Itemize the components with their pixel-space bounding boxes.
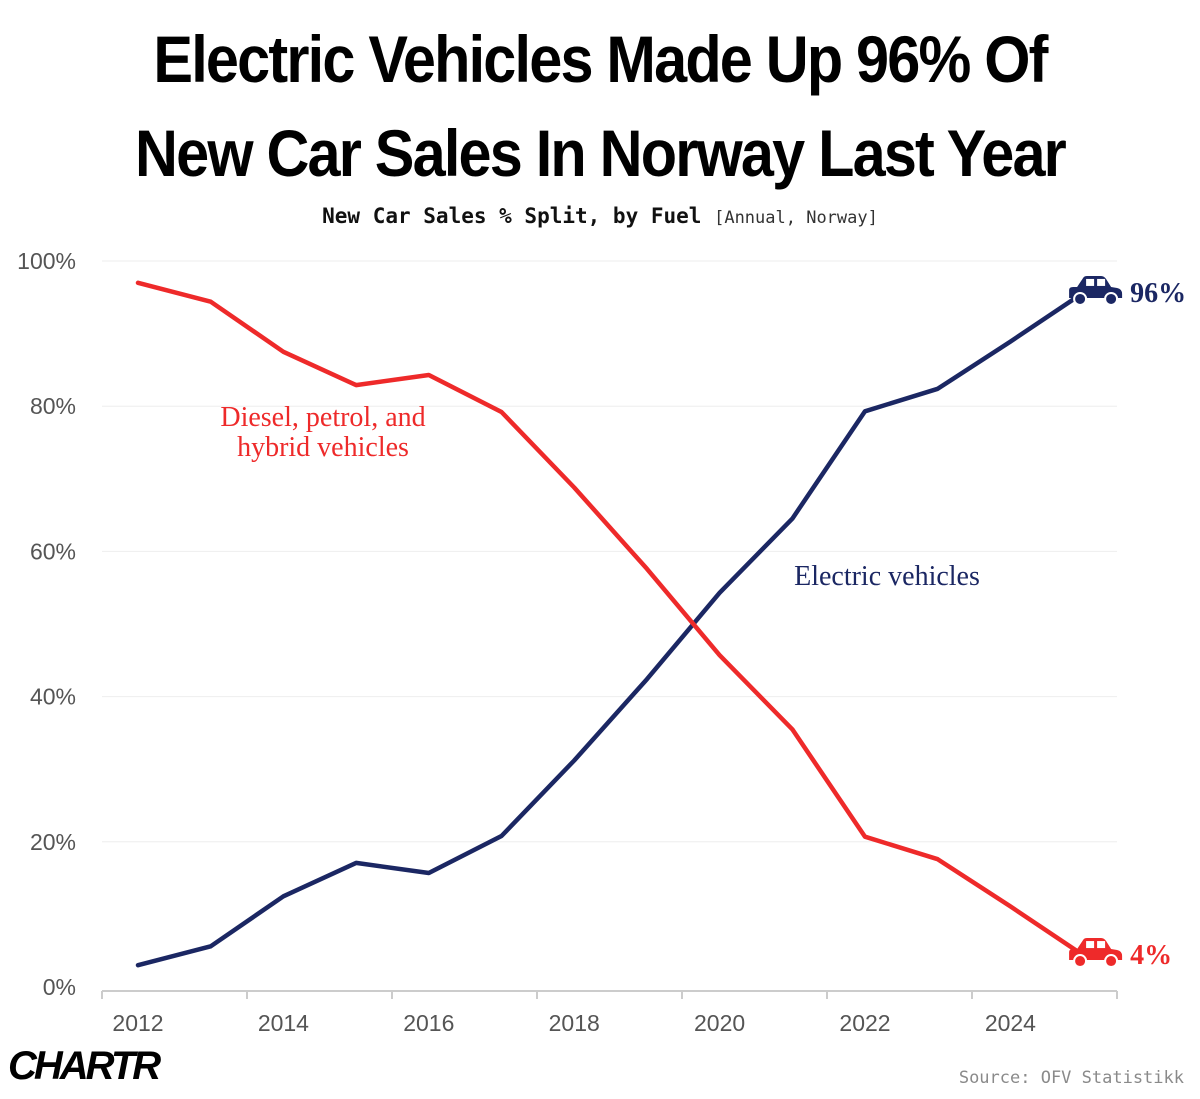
car-icon bbox=[1069, 275, 1123, 306]
grid-layer bbox=[102, 260, 1117, 843]
x-tick-label: 2016 bbox=[403, 1010, 454, 1036]
chart-subtitle: New Car Sales % Split, by Fuel [Annual, … bbox=[0, 204, 1200, 228]
car-wheel bbox=[1104, 954, 1119, 969]
car-window bbox=[1097, 278, 1106, 286]
series-layer bbox=[135, 280, 1086, 968]
car-icon bbox=[1069, 938, 1123, 969]
y-tick-label: 0% bbox=[43, 974, 76, 1000]
fossil-series-label-line-2: hybrid vehicles bbox=[237, 432, 409, 463]
car-wheel bbox=[1073, 291, 1088, 306]
fossil-series-label: Diesel, petrol, and bbox=[220, 402, 425, 433]
car-wheel bbox=[1104, 291, 1119, 306]
x-tick-label: 2018 bbox=[549, 1010, 600, 1036]
subtitle-main: New Car Sales % Split, by Fuel bbox=[322, 204, 702, 228]
y-tick-label: 80% bbox=[30, 393, 76, 419]
x-tick-label: 2022 bbox=[839, 1010, 890, 1036]
source-note: Source: OFV Statistikk bbox=[958, 1068, 1184, 1088]
car-window bbox=[1086, 278, 1095, 286]
chart-title-line-1: Electric Vehicles Made Up 96% Of bbox=[153, 22, 1048, 96]
electric-vehicles-line bbox=[135, 290, 1086, 968]
x-tick-label: 2024 bbox=[985, 1010, 1036, 1036]
y-tick-label: 40% bbox=[30, 684, 76, 710]
x-tick-label: 2012 bbox=[112, 1010, 163, 1036]
axis-layer: 0% 20% 40% 60% 80% 100% 2012 2014 2016 2018 2020 20… bbox=[17, 248, 1118, 1036]
chartr-logo: CHARTR bbox=[8, 1044, 161, 1088]
y-tick-label: 100% bbox=[17, 248, 76, 274]
car-window bbox=[1086, 941, 1095, 949]
x-tick-label: 2014 bbox=[258, 1010, 309, 1036]
y-tick-label: 20% bbox=[30, 829, 76, 855]
car-window bbox=[1097, 941, 1106, 949]
x-tick-label: 2020 bbox=[694, 1010, 745, 1036]
y-tick-label: 60% bbox=[30, 538, 76, 564]
fossil-vehicles-line bbox=[135, 280, 1086, 958]
car-wheel bbox=[1073, 954, 1088, 969]
electric-series-label: Electric vehicles bbox=[794, 561, 980, 592]
electric-end-label: 96% bbox=[1130, 278, 1186, 309]
fossil-end-label: 4% bbox=[1130, 940, 1172, 971]
chart-title-line-2: New Car Sales In Norway Last Year bbox=[135, 116, 1067, 190]
subtitle-note: [Annual, Norway] bbox=[714, 208, 878, 228]
